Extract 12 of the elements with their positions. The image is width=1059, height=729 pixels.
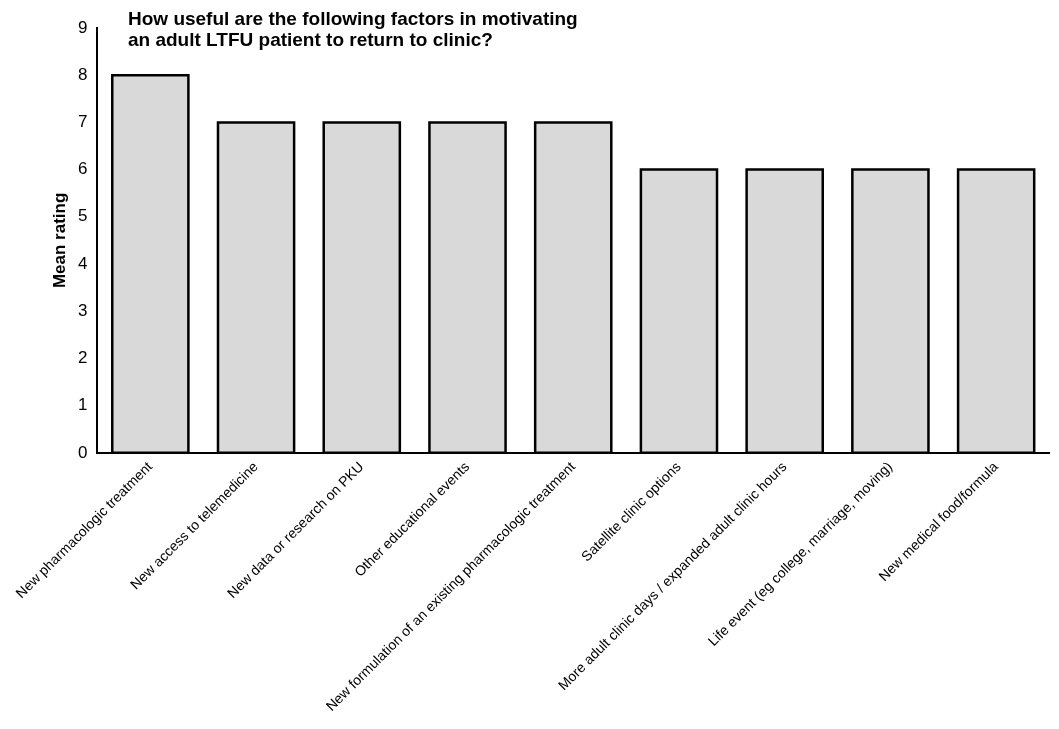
y-tick-label: 1 (78, 395, 88, 415)
y-tick-label: 8 (78, 64, 88, 84)
chart-title: How useful are the following factors in motivating an adult LTFU patient to return to clinic? (128, 8, 578, 50)
y-tick-label: 6 (78, 159, 88, 179)
y-tick-label: 0 (78, 442, 88, 462)
y-tick-label: 9 (78, 17, 88, 37)
y-axis-title: Mean rating (50, 192, 70, 289)
y-tick-label: 7 (78, 112, 88, 132)
y-tick-label: 2 (78, 348, 88, 368)
y-tick-label: 5 (78, 206, 88, 226)
y-tick-label: 4 (78, 253, 88, 273)
y-tick-label: 3 (78, 300, 88, 320)
